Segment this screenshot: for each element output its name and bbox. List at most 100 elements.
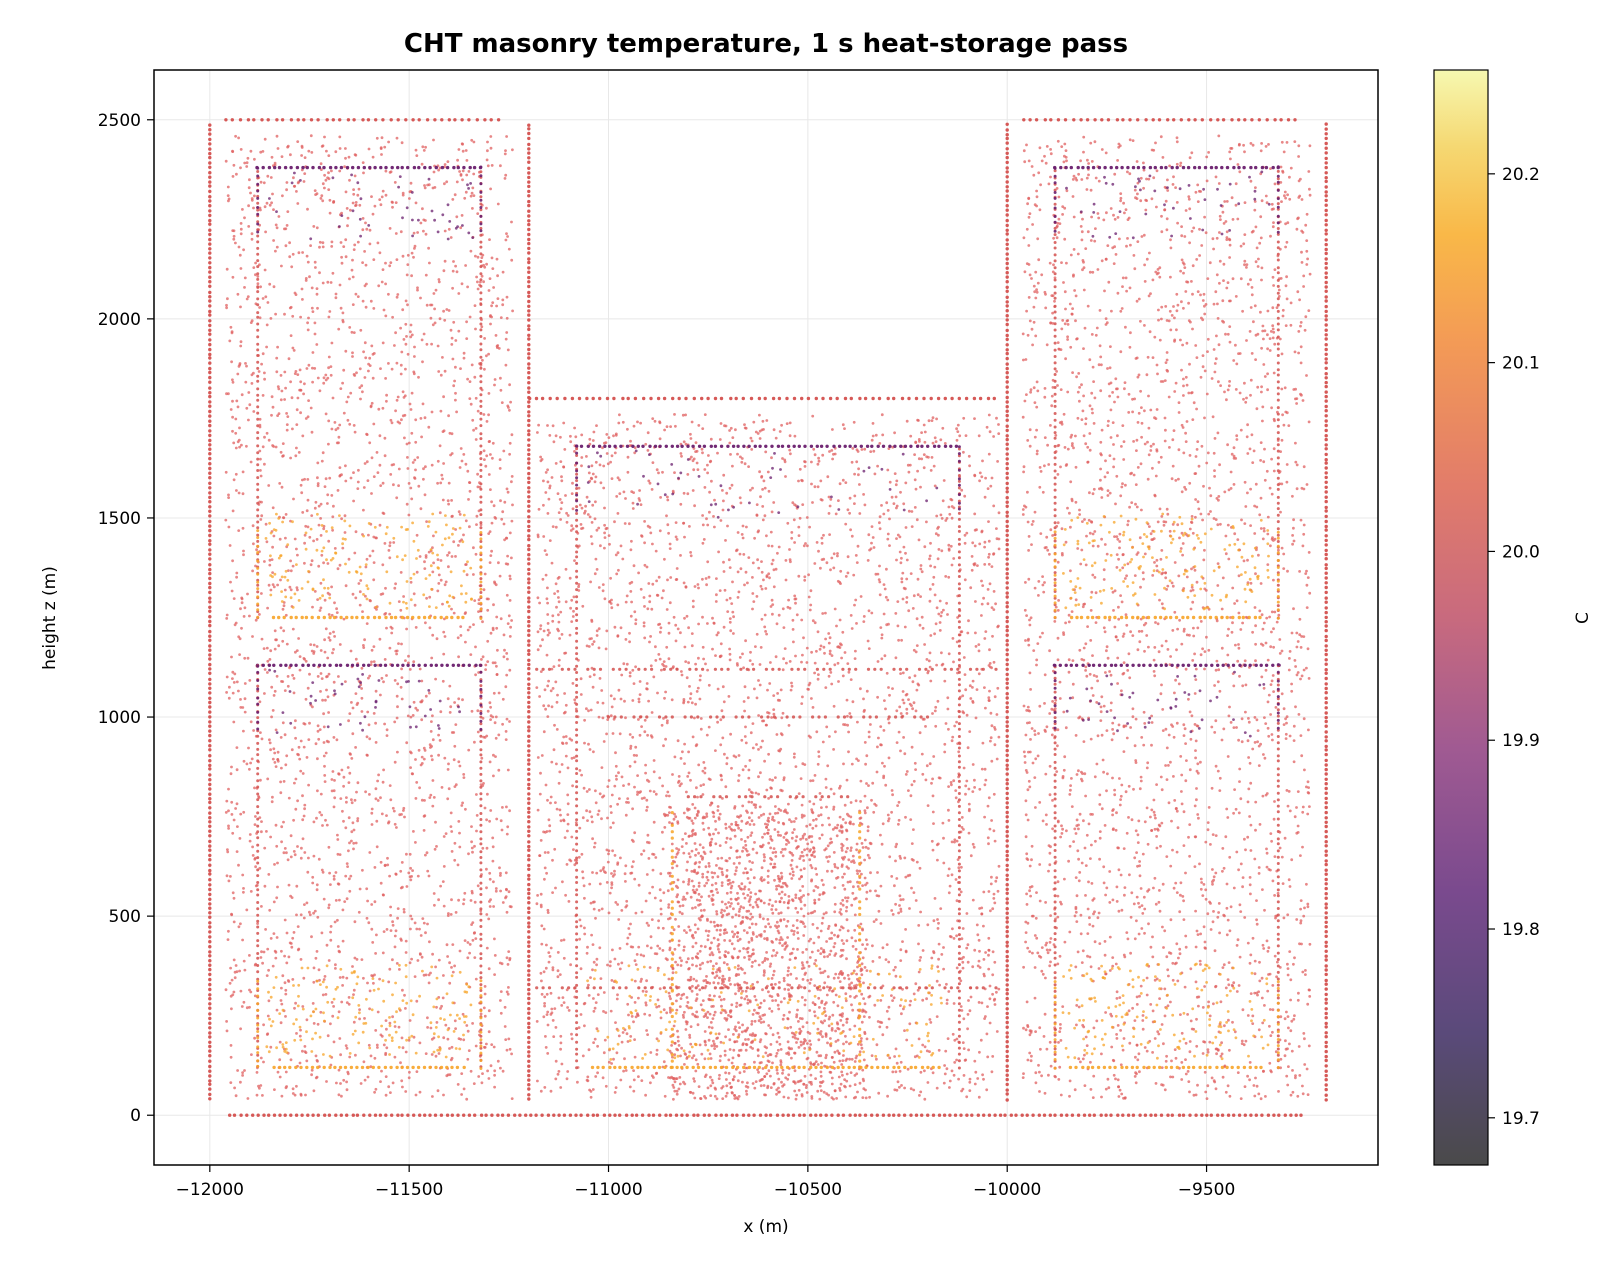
scatter-point bbox=[442, 395, 445, 398]
scatter-point bbox=[1307, 905, 1310, 908]
scatter-point bbox=[265, 346, 268, 349]
scatter-point bbox=[344, 157, 347, 160]
scatter-point bbox=[404, 1007, 407, 1010]
scatter-point bbox=[362, 217, 365, 220]
scatter-point bbox=[1156, 169, 1159, 172]
scatter-point bbox=[1024, 581, 1027, 584]
scatter-point bbox=[385, 1094, 388, 1097]
scatter-point bbox=[1132, 440, 1135, 443]
scatter-point bbox=[1147, 356, 1150, 359]
scatter-point bbox=[1069, 303, 1072, 306]
scatter-point bbox=[259, 518, 262, 521]
scatter-point bbox=[247, 747, 250, 750]
scatter-point bbox=[1170, 918, 1173, 921]
scatter-point bbox=[489, 135, 492, 138]
scatter-point bbox=[1195, 740, 1198, 743]
scatter-point bbox=[238, 653, 241, 656]
scatter-point bbox=[452, 358, 455, 361]
scatter-point bbox=[507, 950, 510, 953]
scatter-point bbox=[1259, 459, 1262, 462]
scatter-point bbox=[292, 1092, 295, 1095]
scatter-point bbox=[431, 714, 434, 717]
scatter-point bbox=[1124, 484, 1127, 487]
scatter-point bbox=[266, 660, 269, 663]
scatter-point bbox=[299, 1062, 302, 1065]
scatter-point bbox=[1157, 1033, 1160, 1036]
scatter-point bbox=[491, 257, 494, 260]
scatter-point bbox=[1274, 183, 1277, 186]
scatter-point bbox=[337, 489, 340, 492]
scatter-point bbox=[1146, 373, 1149, 376]
scatter-point bbox=[1117, 396, 1120, 399]
scatter-point bbox=[344, 238, 347, 241]
scatter-point bbox=[280, 626, 283, 629]
scatter-point bbox=[1241, 1040, 1244, 1043]
scatter-point bbox=[1027, 578, 1030, 581]
scatter-point bbox=[443, 905, 446, 908]
scatter-point bbox=[325, 993, 328, 996]
scatter-point bbox=[338, 1037, 341, 1040]
scatter-point bbox=[1267, 727, 1270, 730]
scatter-point bbox=[439, 885, 442, 888]
scatter-point bbox=[1157, 521, 1160, 524]
scatter-point bbox=[313, 967, 316, 970]
scatter-point bbox=[1031, 523, 1034, 526]
scatter-point bbox=[1160, 684, 1163, 687]
scatter-point bbox=[1216, 273, 1219, 276]
scatter-point bbox=[1294, 351, 1297, 354]
scatter-point bbox=[311, 1069, 314, 1072]
scatter-point bbox=[345, 1081, 348, 1084]
scatter-point bbox=[484, 664, 487, 667]
scatter-point bbox=[1077, 253, 1080, 256]
scatter-point bbox=[1294, 705, 1297, 708]
scatter-point bbox=[1057, 521, 1060, 524]
scatter-point bbox=[475, 276, 478, 279]
scatter-point bbox=[1168, 446, 1171, 449]
scatter-point bbox=[1139, 536, 1142, 539]
scatter-point bbox=[1180, 300, 1183, 303]
scatter-point bbox=[1285, 733, 1288, 736]
scatter-point bbox=[1134, 574, 1137, 577]
scatter-point bbox=[1268, 1025, 1271, 1028]
scatter-point bbox=[410, 182, 413, 185]
scatter-point bbox=[425, 597, 428, 600]
scatter-point bbox=[1041, 946, 1044, 949]
scatter-point bbox=[356, 958, 359, 961]
scatter-point bbox=[381, 677, 384, 680]
scatter-point bbox=[1160, 822, 1163, 825]
scatter-point bbox=[443, 319, 446, 322]
scatter-point bbox=[284, 733, 287, 736]
scatter-point bbox=[1199, 761, 1202, 764]
scatter-point bbox=[396, 293, 399, 296]
scatter-point bbox=[1164, 576, 1167, 579]
scatter-point bbox=[279, 791, 282, 794]
scatter-point bbox=[1048, 712, 1051, 715]
scatter-point bbox=[425, 1052, 428, 1055]
scatter-point bbox=[271, 796, 274, 799]
scatter-point bbox=[364, 341, 367, 344]
scatter-point bbox=[1160, 230, 1163, 233]
scatter-point bbox=[459, 950, 462, 953]
scatter-point bbox=[1225, 398, 1228, 401]
scatter-point bbox=[1305, 239, 1308, 242]
scatter-point bbox=[1039, 956, 1042, 959]
scatter-point bbox=[413, 232, 416, 235]
scatter-point bbox=[444, 635, 447, 638]
scatter-point bbox=[431, 411, 434, 414]
scatter-point bbox=[1027, 706, 1030, 709]
scatter-point bbox=[324, 975, 327, 978]
scatter-point bbox=[354, 597, 357, 600]
scatter-point bbox=[1287, 1015, 1290, 1018]
scatter-point bbox=[506, 563, 509, 566]
scatter-point bbox=[1194, 344, 1197, 347]
scatter-point bbox=[450, 499, 453, 502]
scatter-point bbox=[1151, 574, 1154, 577]
scatter-point bbox=[1228, 325, 1231, 328]
scatter-point bbox=[311, 381, 314, 384]
scatter-point bbox=[1239, 392, 1242, 395]
scatter-point bbox=[340, 1095, 343, 1098]
scatter-point bbox=[270, 414, 273, 417]
scatter-point bbox=[469, 626, 472, 629]
scatter-point bbox=[281, 155, 284, 158]
scatter-point bbox=[268, 999, 271, 1002]
